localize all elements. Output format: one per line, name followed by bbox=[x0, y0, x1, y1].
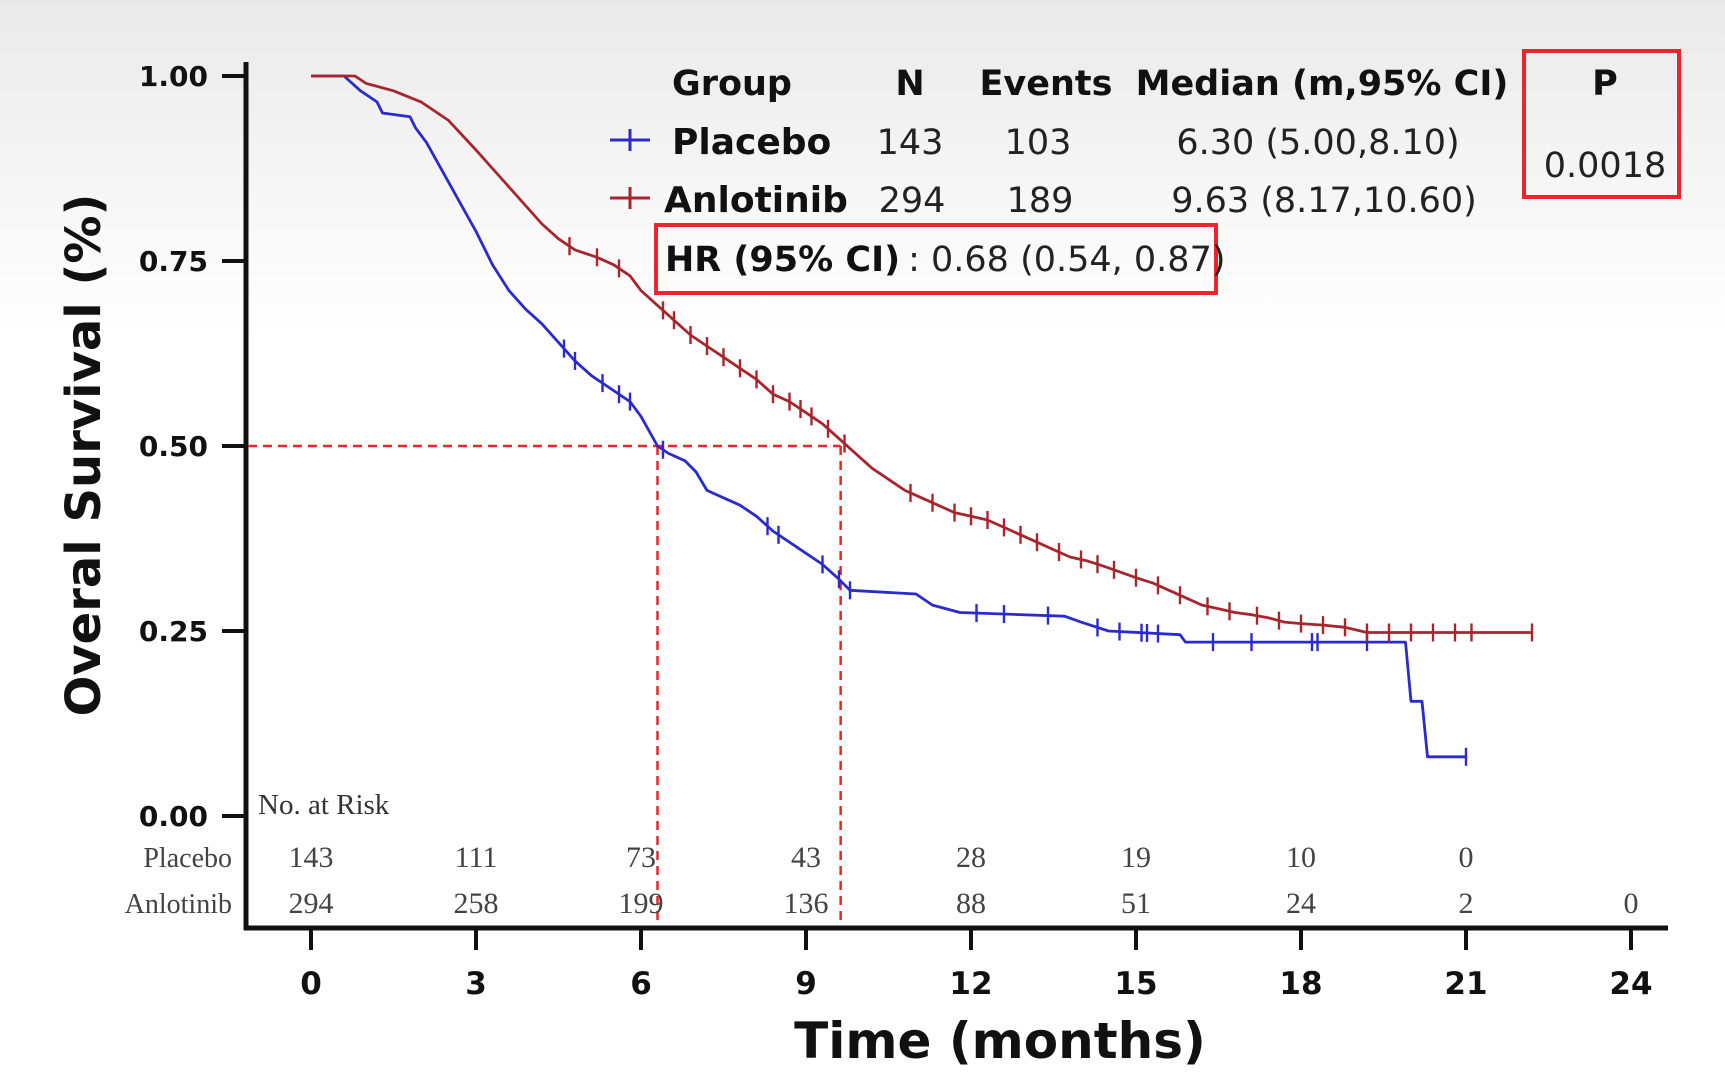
risk-value-placebo: 0 bbox=[1459, 841, 1474, 874]
risk-value-placebo: 73 bbox=[626, 841, 656, 874]
risk-value-anlotinib: 51 bbox=[1121, 887, 1151, 920]
risk-value-anlotinib: 258 bbox=[454, 887, 499, 920]
y-tick-label: 0.75 bbox=[139, 245, 208, 278]
risk-table-title: No. at Risk bbox=[258, 789, 390, 821]
legend-row-anlotinib-median: 9.63 (8.17,10.60) bbox=[1171, 181, 1477, 221]
y-tick-label: 0.50 bbox=[139, 430, 208, 463]
x-tick-label: 6 bbox=[630, 966, 652, 1002]
legend-header-group: Group bbox=[672, 64, 792, 104]
legend-header-events: Events bbox=[980, 64, 1113, 104]
y-tick-label: 0.00 bbox=[139, 800, 208, 833]
x-axis-label: Time (months) bbox=[794, 1012, 1206, 1070]
y-ticks: 0.00 0.25 0.50 0.75 1.00 bbox=[139, 60, 246, 833]
legend-row-placebo-n: 143 bbox=[877, 123, 944, 163]
risk-value-anlotinib: 24 bbox=[1286, 887, 1316, 920]
x-ticks: 0 3 6 9 12 15 18 21 24 bbox=[300, 928, 1653, 1002]
y-axis-label: Overal Survival (%) bbox=[56, 194, 112, 717]
hr-text: HR (95% CI): 0.68 (0.54, 0.87) bbox=[665, 240, 1226, 280]
risk-value-placebo: 43 bbox=[791, 841, 821, 874]
legend-row-anlotinib-n: 294 bbox=[879, 181, 946, 221]
legend-header-n: N bbox=[895, 64, 924, 104]
risk-label-anlotinib: Anlotinib bbox=[125, 889, 232, 920]
p-value-box bbox=[1522, 49, 1681, 199]
risk-value-anlotinib: 0 bbox=[1624, 887, 1639, 920]
x-tick-label: 9 bbox=[795, 966, 817, 1002]
x-tick-label: 3 bbox=[465, 966, 487, 1002]
survival-curves bbox=[311, 74, 1534, 766]
legend-markers bbox=[610, 129, 650, 209]
legend-row-placebo-group: Placebo bbox=[672, 122, 831, 163]
x-tick-label: 0 bbox=[300, 966, 322, 1002]
risk-label-placebo: Placebo bbox=[143, 843, 232, 874]
risk-value-anlotinib: 2 bbox=[1459, 887, 1474, 920]
legend-table: Group N Events Median (m,95% CI) P Place… bbox=[610, 49, 1681, 295]
x-tick-label: 18 bbox=[1279, 966, 1322, 1002]
x-tick-label: 21 bbox=[1444, 966, 1487, 1002]
legend-row-anlotinib-group: Anlotinib bbox=[664, 180, 848, 221]
legend-row-placebo-median: 6.30 (5.00,8.10) bbox=[1176, 123, 1459, 163]
reference-lines bbox=[248, 444, 842, 926]
x-tick-label: 12 bbox=[949, 966, 992, 1002]
risk-value-placebo: 28 bbox=[956, 841, 986, 874]
risk-value-anlotinib: 294 bbox=[289, 887, 334, 920]
x-tick-label: 15 bbox=[1114, 966, 1157, 1002]
placebo-survival-curve bbox=[311, 74, 1466, 759]
legend-row-placebo-events: 103 bbox=[1005, 123, 1072, 163]
p-value: 0.0018 bbox=[1544, 146, 1666, 186]
risk-value-anlotinib: 136 bbox=[784, 887, 829, 920]
hr-value: : 0.68 (0.54, 0.87) bbox=[908, 240, 1225, 280]
risk-value-placebo: 19 bbox=[1121, 841, 1151, 874]
legend-header-p: P bbox=[1592, 64, 1618, 104]
risk-value-anlotinib: 88 bbox=[956, 887, 986, 920]
y-tick-label: 1.00 bbox=[139, 60, 208, 93]
risk-value-placebo: 111 bbox=[455, 841, 498, 874]
risk-value-placebo: 10 bbox=[1286, 841, 1316, 874]
y-tick-label: 0.25 bbox=[139, 615, 208, 648]
risk-value-placebo: 143 bbox=[289, 841, 334, 874]
hr-label: HR (95% CI) bbox=[665, 240, 900, 280]
risk-value-anlotinib: 199 bbox=[619, 887, 664, 920]
hr-box bbox=[654, 223, 1218, 295]
legend-header-median: Median (m,95% CI) bbox=[1136, 64, 1509, 104]
x-tick-label: 24 bbox=[1609, 966, 1652, 1002]
risk-table: No. at Risk Placebo Anlotinib 143 111 73 43… bbox=[125, 789, 1639, 920]
legend-row-anlotinib-events: 189 bbox=[1007, 181, 1074, 221]
risk-values: 143 111 73 43 28 19 10 0 294 258 199 136 88 51 24 2 0 bbox=[289, 841, 1639, 920]
anlotinib-survival-curve bbox=[311, 74, 1532, 634]
